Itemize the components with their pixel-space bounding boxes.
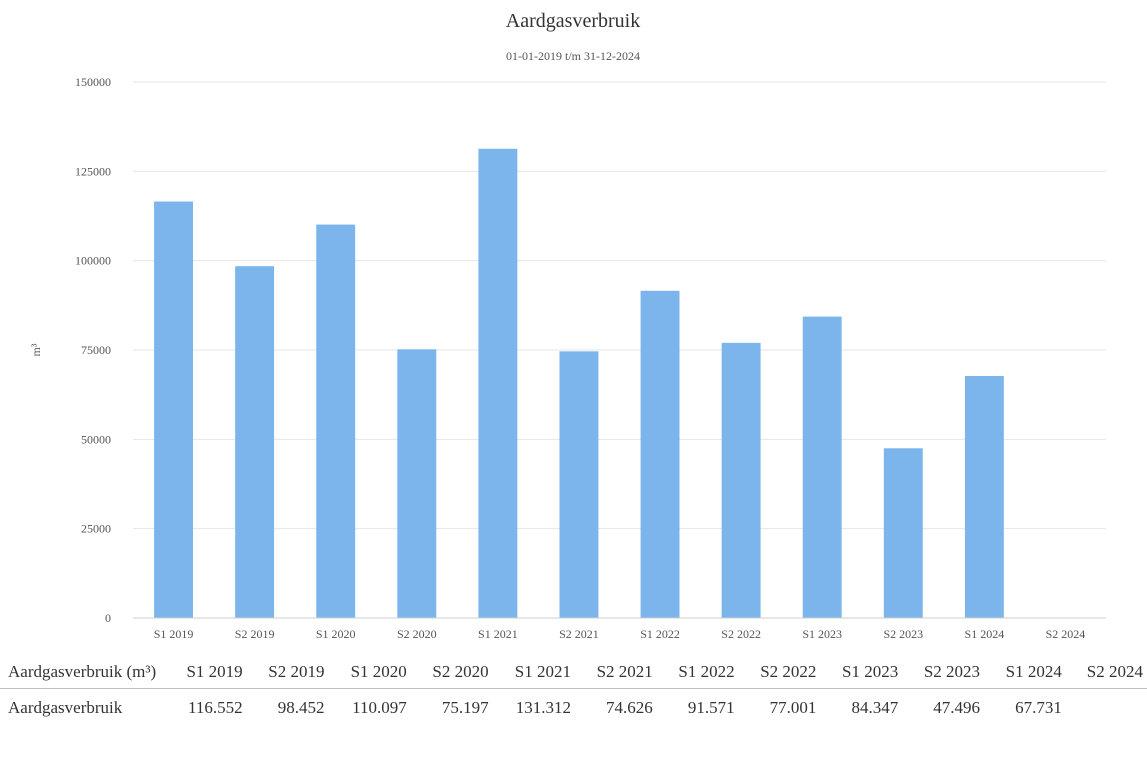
bar: [964, 375, 1004, 618]
bar: [721, 342, 761, 618]
bar: [316, 224, 356, 618]
y-tick-label: 125000: [75, 164, 111, 178]
y-tick-label: 0: [105, 611, 111, 625]
table-header-label: Aardgasverbruik (m³): [8, 662, 157, 681]
table-cell: 75.197: [441, 698, 489, 717]
x-tick-label: S2 2023: [883, 627, 923, 641]
table-cell: 77.001: [769, 698, 817, 717]
table-column-header: S2 2020: [432, 662, 489, 681]
bar: [640, 290, 680, 618]
table-column-header: S2 2024: [1086, 662, 1143, 681]
x-tick-label: S1 2024: [965, 627, 1005, 641]
y-tick-label: 75000: [81, 343, 111, 357]
chart-title: Aardgasverbruik: [506, 10, 640, 32]
bar: [154, 201, 194, 618]
table-column-header: S1 2023: [842, 662, 899, 681]
table-column-header: S1 2019: [186, 662, 243, 681]
bars: [154, 148, 1004, 619]
table-column-header: S1 2024: [1005, 662, 1062, 681]
x-tick-label: S1 2020: [316, 627, 356, 641]
x-tick-label: S2 2024: [1046, 627, 1086, 641]
table-cell: 98.452: [277, 698, 325, 717]
table-cell: 47.496: [933, 698, 981, 717]
y-axis-label: m³: [29, 343, 43, 356]
y-tick-label: 50000: [81, 432, 111, 446]
bar: [883, 448, 923, 618]
table-cell: 74.626: [606, 698, 653, 717]
bar-chart: Aardgasverbruik 01-01-2019 t/m 31-12-202…: [29, 10, 1106, 641]
x-tick-label: S2 2020: [397, 627, 437, 641]
table-cell: 67.731: [1015, 698, 1062, 717]
chart-subtitle: 01-01-2019 t/m 31-12-2024: [506, 49, 640, 63]
table-column-header: S2 2021: [596, 662, 653, 681]
x-tick-label: S1 2023: [802, 627, 842, 641]
table-column-header: S1 2022: [678, 662, 735, 681]
table-column-header: S2 2023: [923, 662, 981, 681]
bar: [559, 351, 599, 618]
table-cell: 84.347: [851, 698, 899, 717]
table-cell: 110.097: [352, 698, 407, 717]
table-column-header: S1 2021: [514, 662, 571, 681]
x-tick-label: S2 2019: [235, 627, 275, 641]
table-column-header: S2 2019: [268, 662, 325, 681]
x-axis-ticks: S1 2019 S2 2019 S1 2020 S2 2020 S1 2021 S2 20…: [154, 627, 1086, 641]
table-header-row: Aardgasverbruik (m³) S1 2019 S2 2019 S1 20…: [0, 660, 1147, 689]
x-tick-label: S1 2021: [478, 627, 518, 641]
x-tick-label: S2 2022: [721, 627, 761, 641]
table-column-header: S1 2020: [350, 662, 407, 681]
x-tick-label: S1 2022: [640, 627, 680, 641]
table-cell: [1066, 689, 1147, 719]
table-row: Aardgasverbruik 116.552 98.452 110.097 75.1…: [0, 689, 1147, 719]
grid-lines: [133, 81, 1106, 530]
y-axis-ticks: 0 25000 50000 75000 100000 125000 150000: [75, 75, 111, 625]
bar: [802, 316, 842, 618]
bar: [397, 349, 437, 618]
bar: [235, 266, 275, 618]
table-cell: 131.312: [515, 698, 571, 717]
x-tick-label: S2 2021: [559, 627, 599, 641]
x-tick-label: S1 2019: [154, 627, 194, 641]
table-row-label: Aardgasverbruik: [8, 698, 123, 717]
data-table: Aardgasverbruik (m³) S1 2019 S2 2019 S1 20…: [0, 660, 1147, 718]
bar: [478, 148, 518, 619]
y-tick-label: 150000: [75, 75, 111, 89]
y-tick-label: 25000: [81, 522, 111, 536]
table-cell: 91.571: [687, 698, 735, 717]
table-column-header: S2 2022: [760, 662, 817, 681]
table-cell: 116.552: [188, 698, 243, 717]
y-tick-label: 100000: [75, 254, 111, 268]
